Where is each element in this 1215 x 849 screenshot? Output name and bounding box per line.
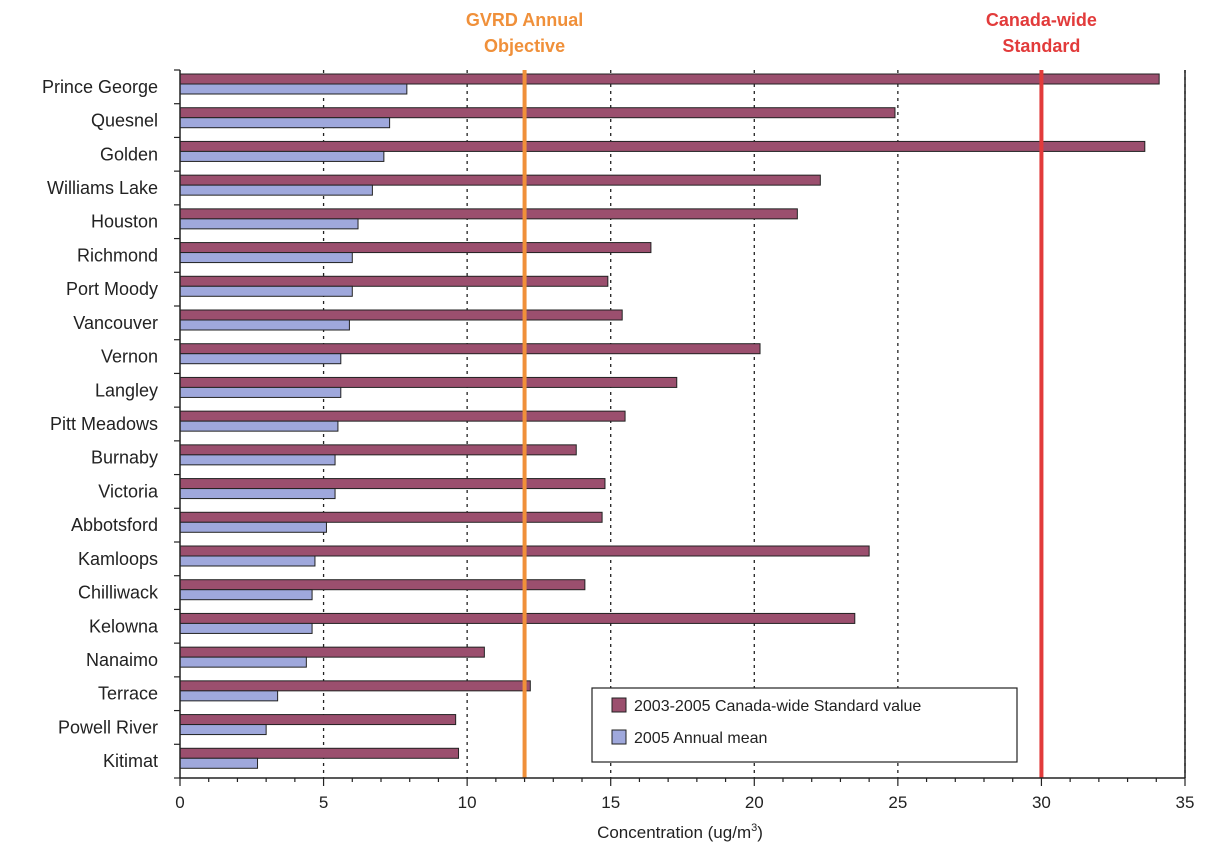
category-label-19: Powell River [58,717,158,737]
bar-annual-mean-19 [179,724,267,736]
category-label-20: Kitimat [103,751,158,771]
bar-annual-mean-13 [179,521,327,533]
bar-standard-20 [179,747,460,759]
category-label-8: Vernon [101,347,158,367]
bar-annual-mean-20 [179,757,259,769]
bar-standard-13 [179,511,603,523]
bar-annual-mean-0 [179,83,408,95]
reference-lines: GVRD Annual Objective Canada-wide Standard [466,10,1097,778]
bar-series [179,73,1160,769]
bar-annual-mean-11 [179,454,336,466]
x-tick-label-10: 10 [458,793,477,812]
category-label-14: Kamloops [78,549,158,569]
bar-annual-mean-2 [179,150,385,162]
bar-annual-mean-14 [179,555,316,567]
bar-standard-16 [179,612,856,624]
x-tick-label-30: 30 [1032,793,1051,812]
x-axis-title: Concentration (ug/m3) [597,822,763,842]
category-label-4: Houston [91,212,158,232]
x-tick-label-15: 15 [601,793,620,812]
reference-label-1-0: Canada-wide [986,10,1097,30]
x-tick-label-35: 35 [1176,793,1195,812]
category-label-9: Langley [95,380,158,400]
bar-standard-18 [179,680,531,692]
category-label-18: Terrace [98,684,158,704]
bar-standard-19 [179,714,457,726]
bar-standard-8 [179,343,761,355]
category-label-3: Williams Lake [47,178,158,198]
bar-annual-mean-3 [179,184,373,196]
category-label-16: Kelowna [89,616,159,636]
reference-label-0-0: GVRD Annual [466,10,583,30]
legend-swatch-1 [611,729,627,745]
bar-annual-mean-4 [179,218,359,230]
bar-annual-mean-7 [179,319,350,331]
category-label-10: Pitt Meadows [50,414,158,434]
bar-annual-mean-10 [179,420,339,432]
category-label-0: Prince George [42,77,158,97]
bar-standard-6 [179,275,609,287]
x-tick-label-5: 5 [319,793,328,812]
bar-annual-mean-1 [179,117,391,129]
bar-annual-mean-6 [179,285,353,297]
category-label-2: Golden [100,144,158,164]
bar-standard-12 [179,478,606,490]
legend-box [591,687,1018,763]
x-tick-label-25: 25 [888,793,907,812]
category-label-15: Chilliwack [78,583,159,603]
category-label-7: Vancouver [73,313,158,333]
category-label-6: Port Moody [66,279,158,299]
category-label-12: Victoria [98,481,159,501]
x-tick-label-0: 0 [175,793,184,812]
bar-annual-mean-12 [179,488,336,500]
category-labels: Prince George Quesnel Golden Williams Lake H… [42,77,159,771]
bar-annual-mean-16 [179,622,313,634]
bar-annual-mean-5 [179,252,353,264]
bar-standard-3 [179,174,821,186]
legend-label-0: 2003-2005 Canada-wide Standard value [634,698,921,715]
bar-standard-0 [179,73,1160,85]
category-label-13: Abbotsford [71,515,158,535]
bar-standard-10 [179,410,626,422]
legend-label-1: 2005 Annual mean [634,730,767,747]
bar-standard-7 [179,309,623,321]
bar-standard-5 [179,242,652,254]
bar-annual-mean-15 [179,589,313,601]
bar-annual-mean-17 [179,656,307,668]
category-label-5: Richmond [77,245,158,265]
legend-swatch-0 [611,697,627,713]
bar-standard-9 [179,376,678,388]
bar-annual-mean-8 [179,353,342,365]
category-label-1: Quesnel [91,111,158,131]
bar-standard-17 [179,646,485,658]
legend: 2003-2005 Canada-wide Standard value 2005… [591,687,1018,763]
bar-standard-2 [179,140,1146,152]
category-label-11: Burnaby [91,448,158,468]
bar-annual-mean-9 [179,386,342,398]
x-tick-label-20: 20 [745,793,764,812]
bar-standard-11 [179,444,577,456]
bar-standard-4 [179,208,798,220]
category-label-17: Nanaimo [86,650,158,670]
bar-annual-mean-18 [179,690,279,702]
reference-label-1-1: Standard [1002,36,1080,56]
reference-label-0-1: Objective [484,36,565,56]
bar-standard-1 [179,107,896,119]
axes [174,69,1186,786]
x-tick-labels: 0 5 10 15 20 25 30 35 [175,793,1194,812]
